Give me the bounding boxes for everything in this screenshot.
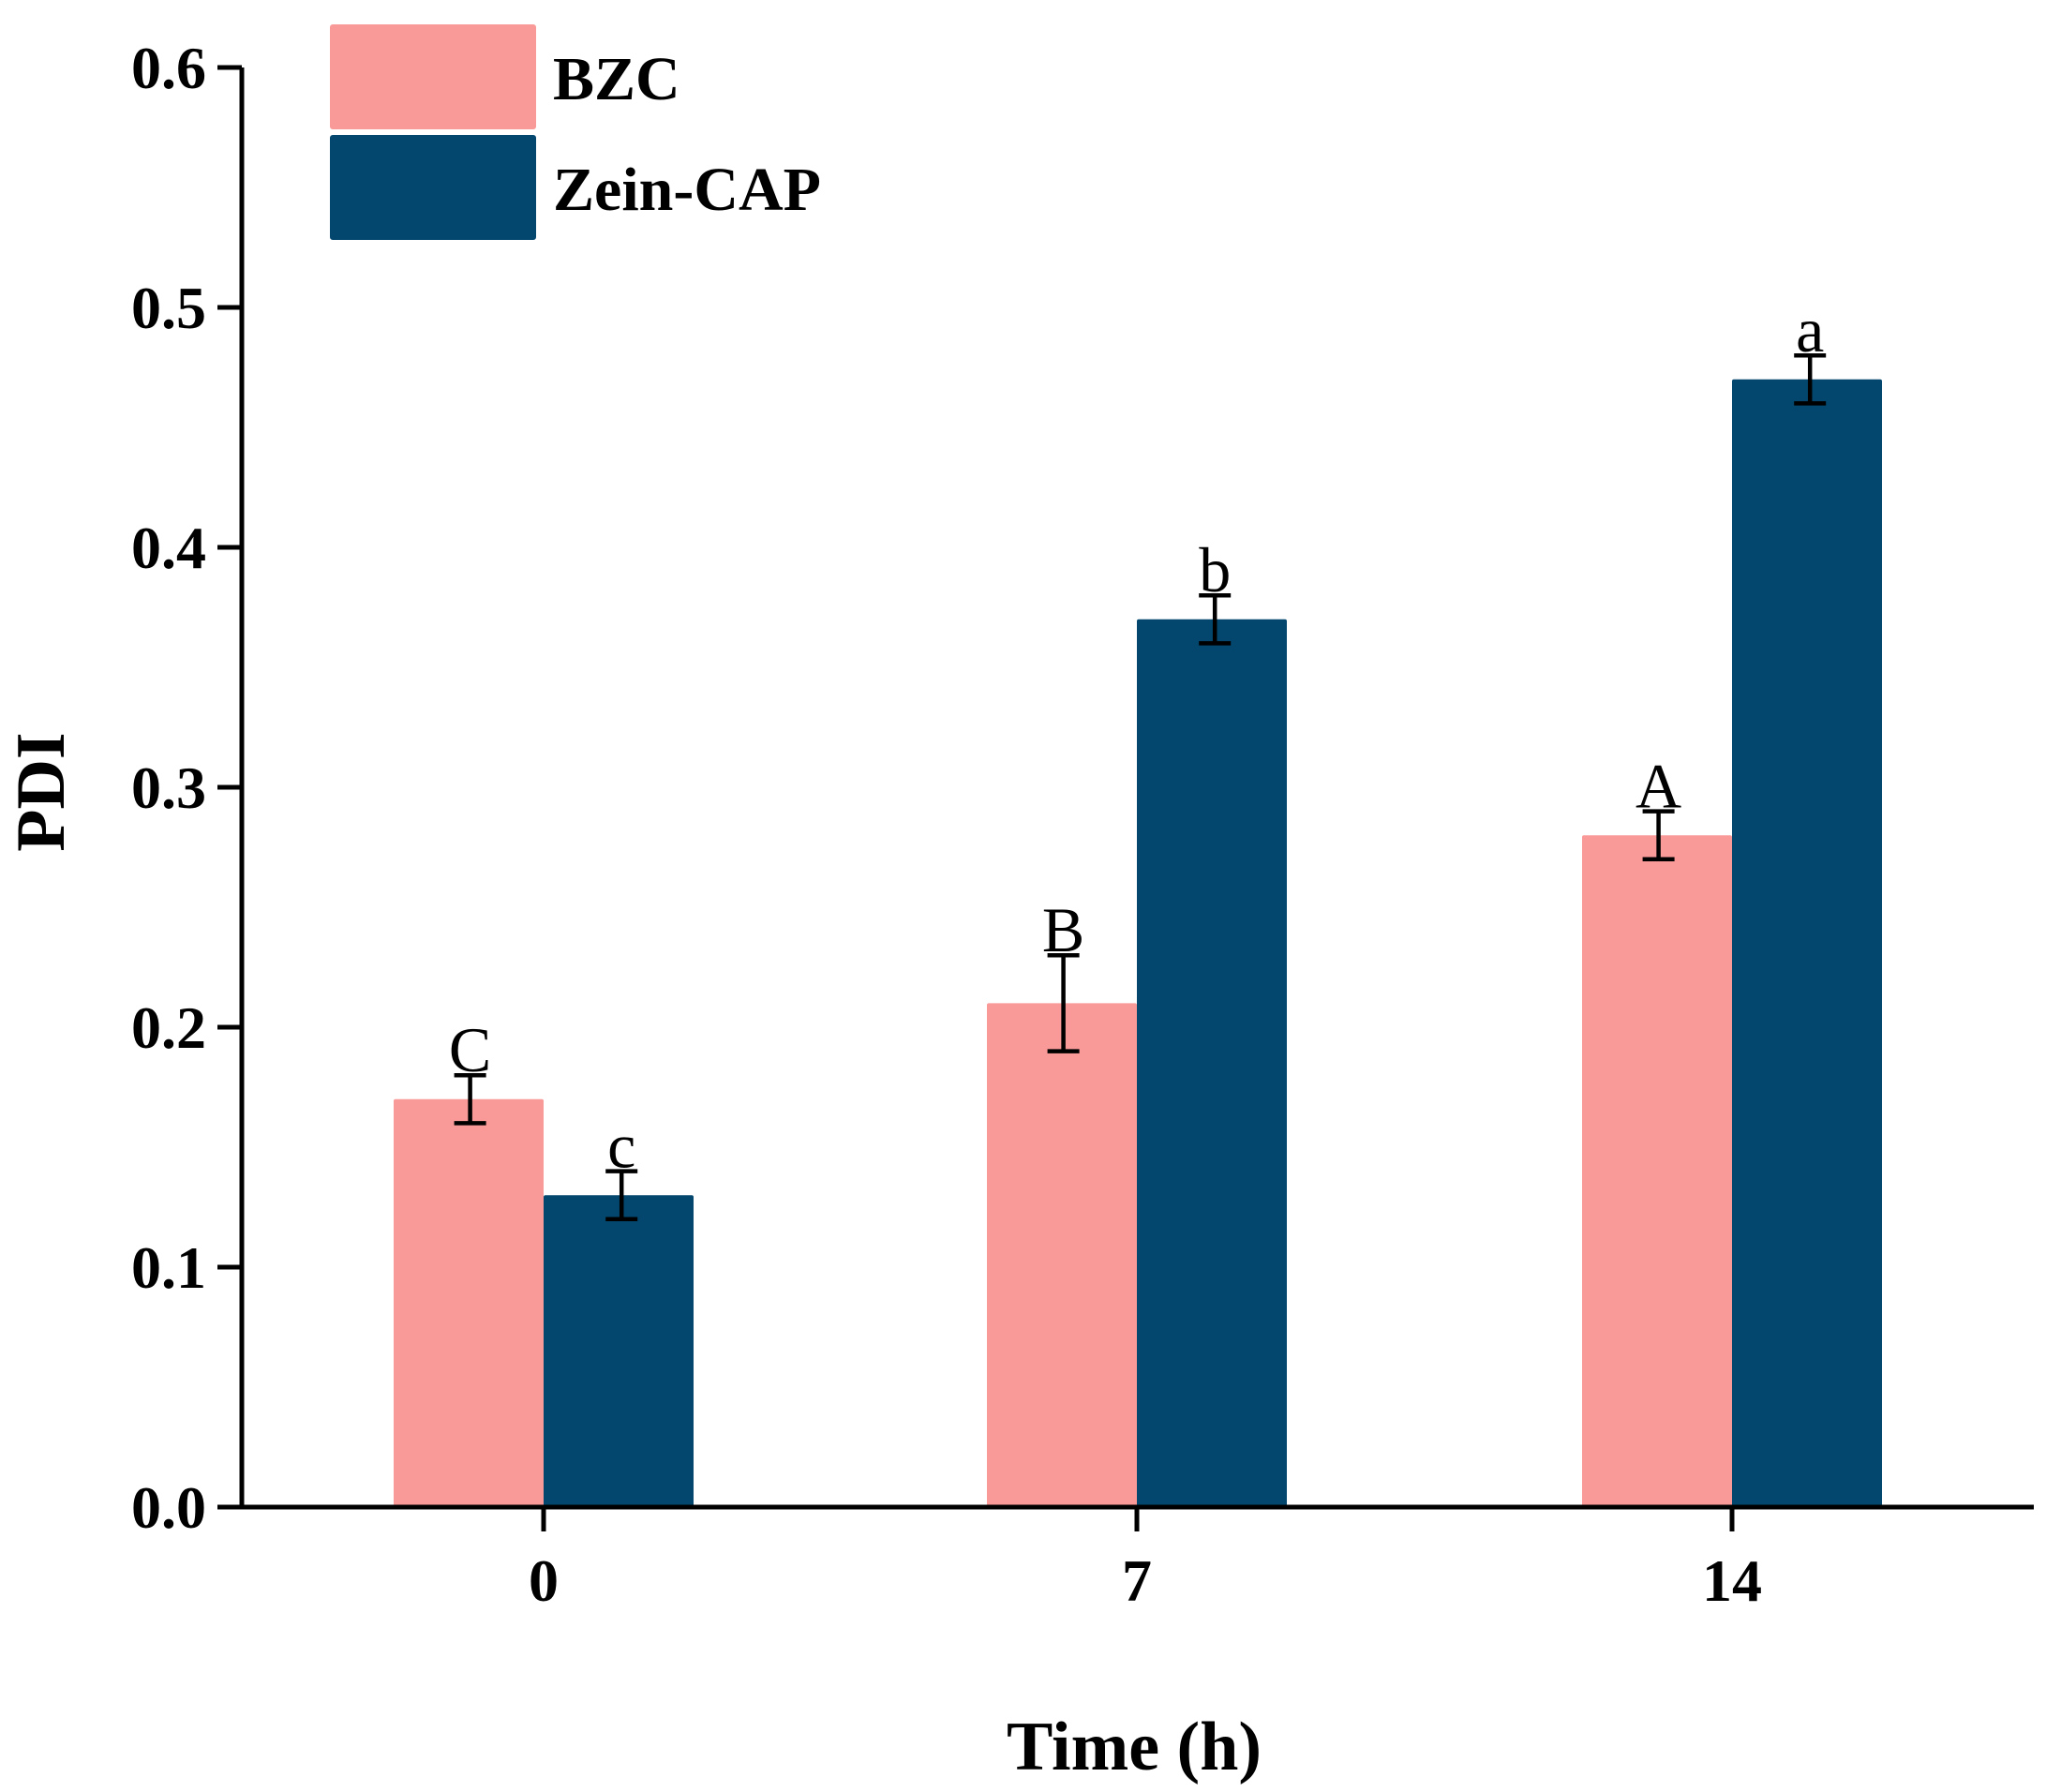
significance-letters-layer: C B Ac b a: [449, 294, 1824, 1181]
error-bar-bzc-14: [1642, 809, 1675, 862]
legend: BZC Zein-CAP: [330, 24, 821, 240]
bars-layer: [394, 379, 1882, 1507]
y-tick-label: 0.4: [131, 515, 206, 581]
x-tick-label: 14: [1702, 1547, 1762, 1614]
significance-letter-zein-cap-0: c: [607, 1111, 635, 1182]
x-tick-label: 0: [529, 1547, 559, 1614]
error-bar-zein-cap-14: [1794, 352, 1827, 406]
legend-item-bzc: BZC: [330, 24, 680, 129]
significance-letter-bzc-0: C: [449, 1014, 491, 1085]
error-bar-bzc-7: [1047, 952, 1080, 1053]
y-tick-label: 0.0: [131, 1474, 206, 1541]
significance-letter-bzc-7: B: [1042, 894, 1084, 965]
bar-zein-cap-0: [544, 1195, 694, 1507]
bar-zein-cap-7: [1137, 619, 1287, 1507]
bar-bzc-7: [987, 1003, 1137, 1507]
significance-letter-zein-cap-7: b: [1199, 534, 1231, 605]
legend-item-zein-cap: Zein-CAP: [330, 135, 821, 240]
error-bar-bzc-0: [454, 1072, 486, 1126]
legend-label-bzc: BZC: [553, 45, 680, 113]
bar-zein-cap-14: [1732, 379, 1882, 1507]
error-bar-zein-cap-0: [605, 1169, 638, 1222]
y-tick-label: 0.6: [131, 35, 206, 101]
significance-letter-zein-cap-14: a: [1796, 294, 1824, 366]
x-axis-title: Time (h): [1007, 1709, 1262, 1785]
legend-swatch-zein-cap: [330, 135, 536, 240]
x-tick-label: 7: [1122, 1547, 1152, 1614]
y-tick-label: 0.2: [131, 994, 206, 1061]
bar-bzc-14: [1582, 835, 1732, 1507]
bar-bzc-0: [394, 1098, 544, 1507]
legend-swatch-bzc: [330, 24, 536, 129]
error-bars-layer: [454, 352, 1827, 1222]
y-tick-label: 0.3: [131, 754, 206, 821]
y-tick-label: 0.5: [131, 275, 206, 341]
y-tick-label: 0.1: [131, 1234, 206, 1301]
axes-layer: 0.0 0.1 0.2 0.3 0.4 0.5 0.6 0 7 14: [131, 35, 2034, 1614]
y-axis-title: PDI: [3, 732, 80, 851]
legend-label-zein-cap: Zein-CAP: [553, 156, 821, 224]
significance-letter-bzc-14: A: [1635, 751, 1681, 822]
error-bar-zein-cap-7: [1199, 592, 1232, 646]
